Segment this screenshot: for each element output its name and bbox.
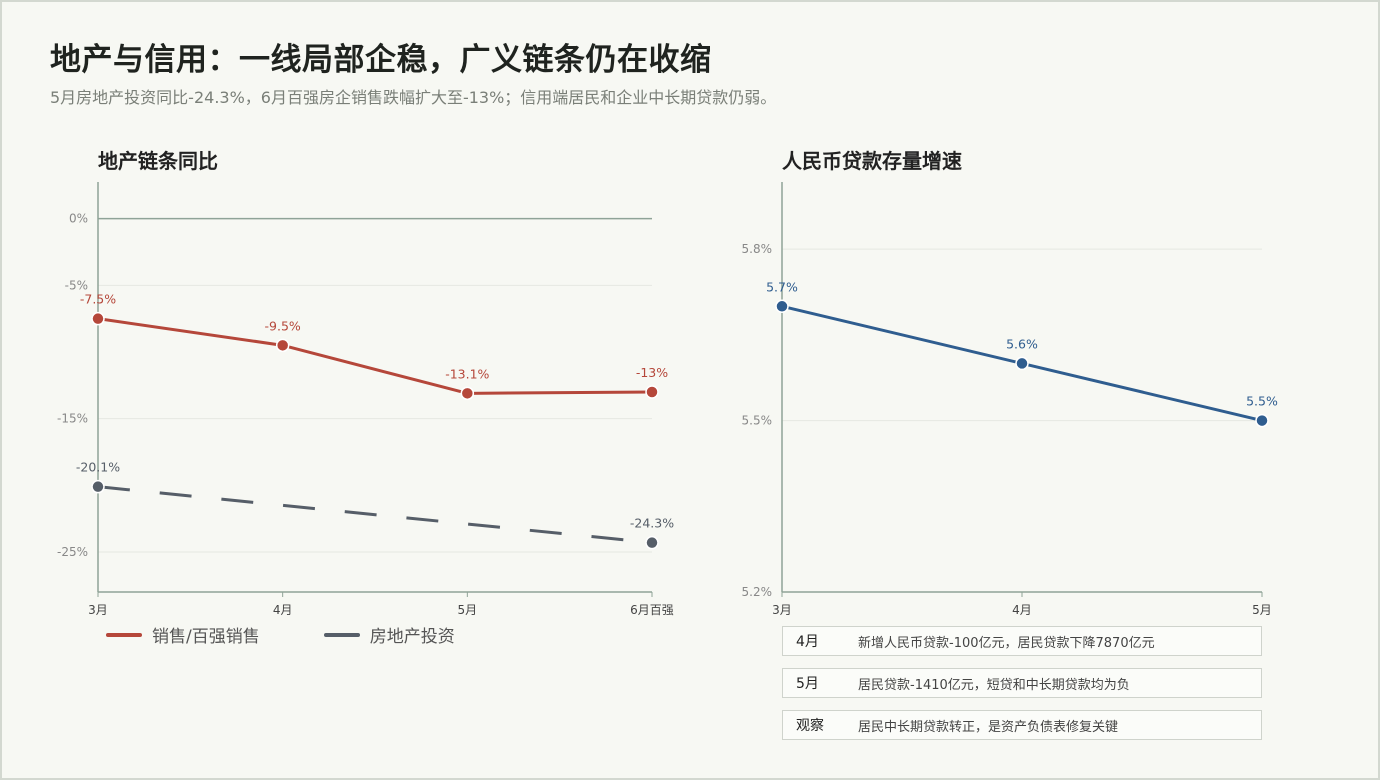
page-title: 地产与信用：一线局部企稳，广义链条仍在收缩 [50, 42, 712, 78]
x-tick-label: 3月 [772, 603, 792, 617]
series-line [97, 485, 653, 545]
y-tick-label: -25% [57, 545, 88, 559]
data-label: -7.5% [80, 292, 116, 307]
data-point [91, 479, 105, 494]
note-observation: 观察 居民中长期贷款转正，是资产负债表修复关键 [782, 710, 1262, 740]
y-tick-label: 5.2% [742, 585, 773, 599]
x-tick-label: 3月 [88, 603, 108, 617]
data-point [1015, 356, 1029, 371]
data-point [645, 385, 659, 399]
data-point [460, 386, 475, 401]
legend-swatch-sales [106, 632, 142, 637]
note-text: 新增人民币贷款-100亿元，居民贷款下降7870亿元 [858, 635, 1155, 651]
data-label: -13.1% [445, 366, 489, 381]
data-label: -24.3% [630, 516, 674, 531]
legend-item-sales: 销售/百强销售 [106, 622, 260, 647]
y-tick-label: -15% [57, 412, 88, 426]
data-label: 5.6% [1006, 336, 1038, 351]
data-label: 5.7% [766, 279, 798, 294]
x-tick-label: 5月 [1252, 603, 1272, 617]
y-tick-label: -5% [65, 278, 88, 292]
property-chart-legend: 销售/百强销售 房地产投资 [106, 622, 455, 647]
data-point [1255, 413, 1269, 428]
page-subtitle: 5月房地产投资同比-24.3%，6月百强房企销售跌幅扩大至-13%；信用端居民和… [50, 88, 777, 107]
data-label: -13% [636, 365, 668, 380]
note-key: 4月 [796, 634, 819, 650]
data-point [91, 311, 105, 326]
x-tick-label: 5月 [458, 603, 478, 617]
data-label: -20.1% [76, 460, 120, 475]
note-april: 4月 新增人民币贷款-100亿元，居民贷款下降7870亿元 [782, 626, 1262, 656]
legend-label-sales: 销售/百强销售 [152, 627, 260, 647]
y-tick-label: 0% [69, 212, 88, 226]
data-label: -9.5% [265, 318, 301, 333]
note-key: 观察 [796, 718, 824, 734]
x-tick-label: 4月 [1012, 603, 1032, 617]
note-may: 5月 居民贷款-1410亿元，短贷和中长期贷款均为负 [782, 668, 1262, 698]
loan-notes: 4月 新增人民币贷款-100亿元，居民贷款下降7870亿元 5月 居民贷款-14… [782, 626, 1262, 752]
series-line [97, 317, 653, 395]
data-label: 5.5% [1246, 394, 1278, 409]
y-tick-label: 5.5% [742, 414, 773, 428]
legend-item-investment: 房地产投资 [323, 622, 455, 647]
note-text: 居民中长期贷款转正，是资产负债表修复关键 [858, 719, 1119, 735]
y-tick-label: 5.8% [742, 242, 773, 256]
x-tick-label: 4月 [273, 603, 293, 617]
property-chart-title: 地产链条同比 [98, 149, 218, 173]
data-point [645, 535, 659, 550]
note-key: 5月 [796, 676, 819, 692]
legend-label-investment: 房地产投资 [369, 627, 455, 647]
x-tick-label: 6月百强 [630, 603, 674, 617]
legend-swatch-investment [323, 632, 360, 637]
data-point [275, 338, 290, 353]
data-point [775, 299, 789, 314]
loan-chart-title: 人民币贷款存量增速 [782, 149, 962, 173]
note-text: 居民贷款-1410亿元，短贷和中长期贷款均为负 [858, 677, 1130, 693]
